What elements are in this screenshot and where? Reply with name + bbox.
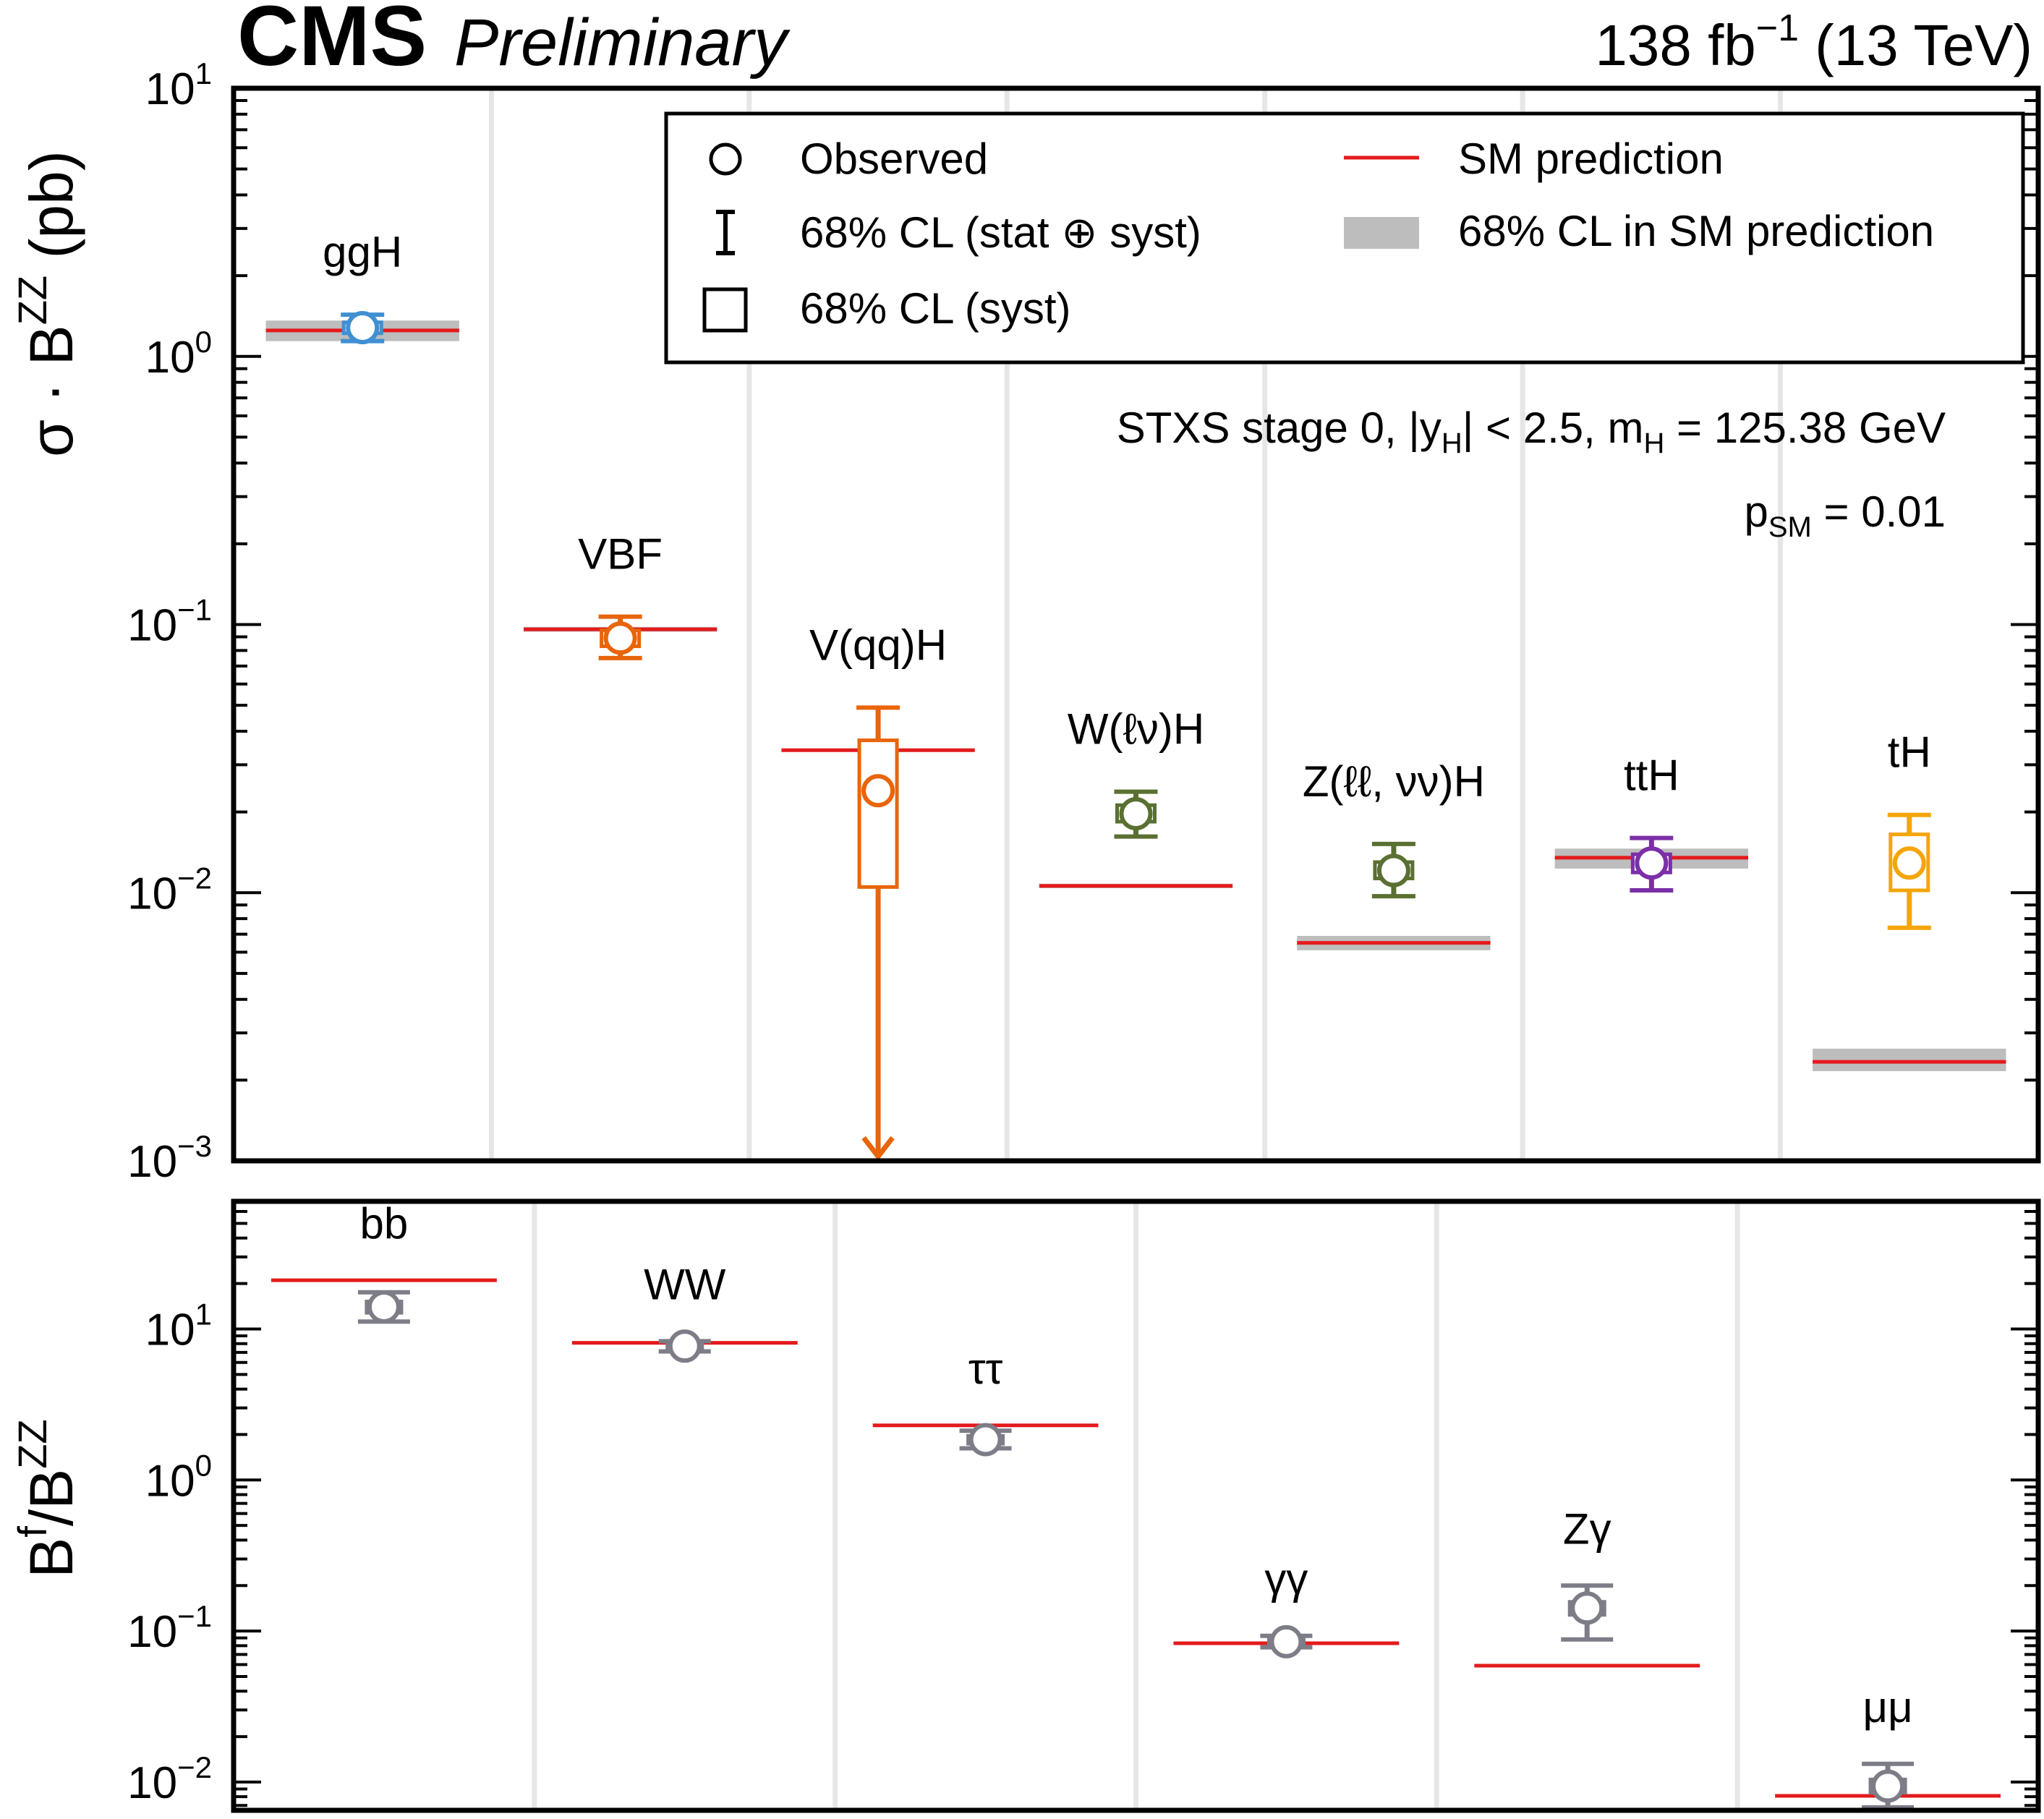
- y-tick-base: 10: [145, 64, 195, 114]
- category-label-tth: ttH: [1624, 751, 1679, 800]
- preliminary-label: Preliminary: [454, 6, 791, 80]
- y-tick-exponent: 0: [195, 325, 212, 359]
- observed-marker-z-h: [1376, 853, 1410, 887]
- y-tick-label: 100: [145, 325, 212, 383]
- observed-marker-ww: [668, 1329, 702, 1363]
- y-tick-label: 10−1: [127, 1599, 212, 1657]
- y-tick-base: 10: [127, 601, 177, 651]
- legend-sm-band: [1344, 217, 1419, 249]
- legend-syst-unc-label: 68% CL (syst): [800, 284, 1071, 333]
- category-label-cat: γγ: [1264, 1555, 1308, 1603]
- category-label-ww: WW: [644, 1260, 726, 1308]
- legend-sm-band-label: 68% CL in SM prediction: [1458, 207, 1934, 255]
- observed-marker-w-h: [1119, 797, 1153, 831]
- y-tick-exponent: 1: [195, 56, 212, 90]
- y-tick-exponent: −3: [177, 1129, 212, 1163]
- observed-marker-v-qq-h: [861, 774, 895, 808]
- y-tick-base: 10: [145, 1456, 195, 1506]
- psm-annotation: pSM = 0.01: [1744, 487, 1946, 543]
- category-label-ggh: ggH: [323, 228, 402, 276]
- category-label-bb: bb: [360, 1199, 409, 1248]
- observed-marker-cat: [1269, 1624, 1303, 1658]
- y-tick-base: 10: [145, 1305, 195, 1355]
- y-tick-base: 10: [145, 333, 195, 383]
- stxs-sub-mh: H: [1643, 427, 1664, 459]
- category-label-cat: ττ: [968, 1345, 1003, 1393]
- stxs-text: STXS stage 0, |y: [1117, 404, 1442, 452]
- observed-marker-cat: [968, 1423, 1002, 1457]
- bottom-panel-measurements: bb WW ττ γγ Zγ μμ: [357, 1199, 1915, 1810]
- bottom-y-label-mid: /B: [17, 1469, 85, 1526]
- y-tick-exponent: 0: [195, 1448, 212, 1482]
- legend-observed-label: Observed: [800, 135, 988, 183]
- y-tick-base: 10: [127, 1607, 177, 1657]
- bottom-y-axis-label: Bf/BZZ: [9, 1419, 85, 1577]
- legend: Observed 68% CL (stat ⊕ syst) 68% CL (sy…: [664, 111, 2025, 365]
- cms-label: CMS: [237, 0, 427, 84]
- y-tick-label: 100: [145, 1448, 212, 1506]
- y-tick-label: 10−2: [127, 1750, 212, 1808]
- category-label-vbf: VBF: [578, 530, 663, 579]
- psm-value: = 0.01: [1812, 487, 1946, 536]
- stxs-text-end: = 125.38 GeV: [1664, 404, 1946, 452]
- top-y-axis-label: σ · BZZ (pb): [9, 150, 85, 457]
- top-y-label-main: σ · B: [17, 325, 85, 457]
- y-tick-exponent: 1: [195, 1297, 212, 1331]
- bottom-y-label-sup1: f: [9, 1526, 55, 1538]
- psm-sub: SM: [1768, 511, 1812, 543]
- observed-marker-vbf: [603, 621, 637, 655]
- category-label-z-h: Z(ℓℓ, νν)H: [1303, 757, 1485, 806]
- lumi-label: 138 fb−1 (13 TeV): [1595, 7, 2032, 77]
- bottom-panel-frame: [231, 1198, 2041, 1813]
- bottom-panel-gridlines: [532, 1201, 1740, 1810]
- category-label-v-qq-h: V(qq)H: [809, 621, 947, 669]
- stxs-annotation: STXS stage 0, |yH| < 2.5, mH = 125.38 Ge…: [1117, 404, 1946, 459]
- y-tick-label: 10−3: [127, 1129, 212, 1187]
- lumi-energy: (13 TeV): [1815, 13, 2032, 77]
- observed-marker-cat: [1871, 1769, 1905, 1803]
- y-tick-exponent: −1: [177, 593, 212, 627]
- observed-marker-z: [1570, 1591, 1604, 1625]
- y-tick-label: 101: [145, 56, 212, 114]
- observed-marker-th: [1892, 846, 1926, 880]
- syst-box-v-qq-h: [857, 738, 899, 889]
- arrow-down-v-qq-h: [861, 1136, 895, 1161]
- lumi-exponent: −1: [1756, 7, 1799, 49]
- category-label-cat: μμ: [1863, 1683, 1913, 1731]
- top-panel-frame: [231, 85, 2041, 1164]
- legend-observed-marker: [709, 142, 742, 176]
- y-tick-exponent: −2: [177, 861, 212, 895]
- stxs-text-mid: | < 2.5, m: [1462, 404, 1644, 452]
- legend-total-unc-label: 68% CL (stat ⊕ syst): [800, 208, 1201, 257]
- y-tick-base: 10: [127, 1137, 177, 1187]
- observed-marker-ggh: [346, 311, 380, 345]
- bottom-y-label-main: B: [17, 1538, 85, 1578]
- sm-band-th: [1813, 1048, 2006, 1072]
- legend-syst-unc-box: [702, 287, 748, 333]
- category-label-z: Zγ: [1563, 1504, 1611, 1553]
- top-panel-measurements: ggH VBF V(qq)H W(ℓν)H Z(ℓℓ, νν)H ttH tH: [323, 228, 1931, 1161]
- stxs-sub-yh: H: [1442, 427, 1462, 459]
- bottom-y-label-sup2: ZZ: [9, 1419, 55, 1468]
- category-label-w-h: W(ℓν)H: [1068, 705, 1204, 754]
- legend-sm-label: SM prediction: [1458, 135, 1724, 183]
- category-label-th: tH: [1888, 728, 1931, 777]
- psm-p: p: [1744, 487, 1768, 536]
- y-tick-base: 10: [127, 869, 177, 919]
- y-tick-label: 101: [145, 1297, 212, 1355]
- y-tick-base: 10: [127, 1758, 177, 1808]
- observed-marker-tth: [1635, 846, 1669, 880]
- y-tick-label: 10−1: [127, 593, 212, 651]
- y-tick-exponent: −1: [177, 1599, 212, 1633]
- top-y-label-unit: (pb): [17, 150, 85, 276]
- top-y-label-sup: ZZ: [9, 276, 55, 325]
- observed-marker-bb: [367, 1290, 401, 1324]
- lumi-value: 138 fb: [1595, 13, 1755, 77]
- y-tick-exponent: −2: [177, 1750, 212, 1784]
- y-tick-label: 10−2: [127, 861, 212, 919]
